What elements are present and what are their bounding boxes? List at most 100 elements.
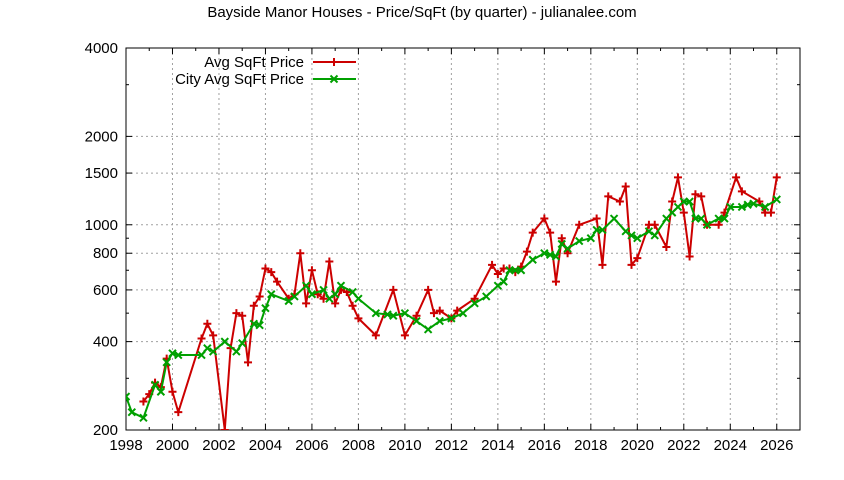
plus-marker (139, 397, 148, 406)
plus-marker (319, 294, 328, 303)
x-marker (545, 250, 555, 260)
x-tick-label: 2010 (388, 437, 421, 454)
x-marker (197, 350, 206, 360)
x-marker (685, 197, 694, 206)
x-tick-label: 2018 (574, 437, 607, 454)
plus-marker (551, 277, 560, 286)
x-tick-label: 2016 (528, 437, 561, 454)
plus-marker (598, 260, 607, 269)
x-marker (499, 277, 508, 286)
series-layer (126, 173, 781, 430)
x-marker (435, 316, 444, 326)
x-marker (336, 281, 346, 290)
plus-marker (470, 294, 479, 303)
x-marker (150, 380, 160, 390)
x-marker (609, 214, 619, 223)
x-marker (127, 407, 137, 417)
plus-marker (522, 247, 531, 256)
plus-marker (691, 190, 700, 199)
x-marker (482, 292, 491, 301)
x-marker (749, 199, 758, 208)
plus-marker (273, 277, 282, 286)
x-marker (249, 319, 259, 328)
plus-marker (557, 234, 566, 243)
plus-marker (261, 264, 270, 273)
plus-marker (302, 299, 311, 308)
x-marker (208, 347, 218, 356)
x-marker (528, 255, 537, 264)
x-marker (330, 290, 340, 299)
plus-marker (267, 268, 276, 277)
x-marker (574, 236, 584, 246)
y-tick-label: 200 (93, 422, 118, 439)
plus-marker (168, 387, 177, 396)
plus-marker (668, 197, 677, 206)
plus-marker (732, 173, 741, 182)
x-tick-label: 2012 (435, 437, 468, 454)
x-marker (354, 294, 363, 303)
series-city-avg-sqft-price (126, 195, 781, 423)
x-marker (621, 227, 630, 236)
x-marker (237, 339, 247, 348)
x-tick-label: 2026 (760, 437, 793, 454)
x-marker (493, 281, 503, 290)
plus-marker (488, 260, 497, 269)
plus-marker (592, 214, 601, 223)
x-marker (586, 234, 596, 243)
plus-marker (197, 334, 206, 343)
x-marker (126, 392, 131, 401)
plus-marker (244, 358, 253, 367)
x-marker (598, 225, 607, 235)
x-marker (650, 231, 659, 240)
x-marker (267, 290, 276, 299)
x-tick-label: 2004 (249, 437, 282, 454)
y-tick-label: 2000 (85, 128, 118, 145)
plus-marker (389, 285, 398, 294)
plus-marker (772, 173, 781, 182)
plus-marker (325, 257, 334, 266)
x-marker (760, 202, 770, 212)
x-marker (162, 358, 171, 367)
plus-marker (685, 252, 694, 261)
x-marker (156, 387, 166, 396)
y-tick-label: 600 (93, 282, 118, 299)
y-tick-label: 400 (93, 334, 118, 351)
series-avg-sqft-price (139, 173, 781, 430)
x-marker (168, 349, 177, 358)
x-tick-label: 2022 (667, 437, 700, 454)
x-marker (737, 202, 747, 212)
plus-marker (354, 314, 363, 323)
plus-marker (540, 214, 549, 223)
legend-label: City Avg SqFt Price (175, 71, 304, 88)
x-tick-label: 2020 (621, 437, 654, 454)
x-marker (470, 299, 479, 308)
x-marker (203, 343, 212, 353)
grid-lines (126, 48, 800, 430)
x-marker (348, 287, 357, 297)
plus-marker (766, 208, 775, 217)
plus-marker (330, 58, 338, 66)
y-tick-label: 1000 (85, 217, 118, 234)
x-marker (644, 227, 654, 236)
x-marker (383, 310, 392, 319)
x-marker (458, 308, 468, 318)
x-marker (174, 350, 183, 360)
legend-label: Avg SqFt Price (204, 54, 304, 71)
x-tick-label: 2008 (342, 437, 375, 454)
x-marker (329, 74, 339, 84)
plus-marker (714, 220, 723, 229)
x-tick-label: 2014 (481, 437, 514, 454)
series-line (142, 176, 778, 430)
plus-marker (679, 208, 688, 217)
plus-marker (493, 269, 502, 278)
plus-marker (238, 311, 247, 320)
plus-marker (209, 331, 218, 340)
x-marker (371, 308, 381, 318)
plot-border (125, 47, 801, 431)
plus-marker (203, 319, 212, 328)
plus-marker (307, 266, 316, 275)
axes: 1998 2000 2002 2004 2006 2008 2010 2012 2014 2016… (85, 40, 801, 454)
x-marker (551, 252, 561, 261)
plus-marker (435, 306, 444, 315)
